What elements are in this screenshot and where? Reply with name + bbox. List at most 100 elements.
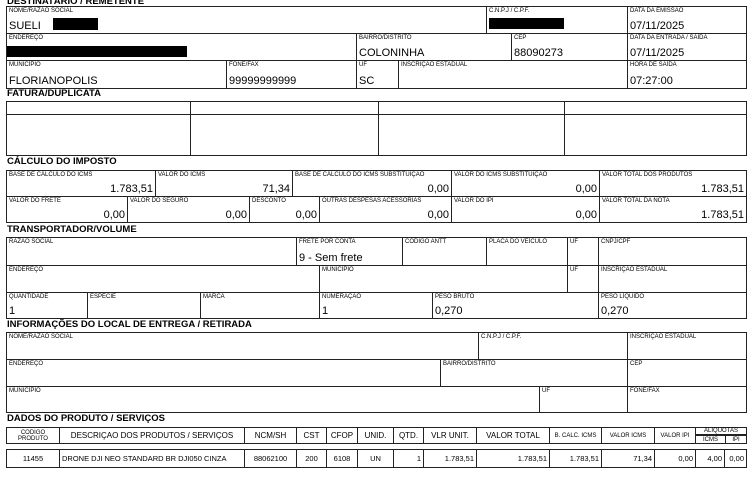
column-header: ICMS bbox=[695, 435, 726, 444]
dest-cep-field: CEP 88090273 bbox=[511, 33, 628, 61]
column-header: VALOR TOTAL bbox=[476, 427, 550, 444]
dest-entrada-label: DATA DA ENTRADA / SAÍDA bbox=[630, 35, 708, 41]
column-header: DESCRIÇAO DOS PRODUTOS / SERVIÇOS bbox=[59, 427, 245, 444]
column-header: IPI bbox=[725, 435, 747, 444]
transp-cnpj-label: CNPJ/CPF bbox=[601, 239, 631, 245]
product-cell: 0,00 bbox=[654, 449, 696, 468]
entrega-uf-field: UF bbox=[539, 386, 628, 413]
dest-bairro-label: BAIRRO/DISTRITO bbox=[359, 35, 412, 41]
fatura-cell bbox=[378, 101, 565, 115]
transp-ie-field: INSCRIÇÃO ESTADUAL bbox=[598, 265, 747, 293]
calc-desconto-label: DESCONTO bbox=[252, 198, 286, 204]
calc-v-nota-value: 1.783,51 bbox=[701, 209, 744, 221]
entrega-cep-label: CEP bbox=[630, 361, 643, 367]
entrega-endereco-field: ENDEREÇO bbox=[6, 359, 441, 387]
section-title-fatura: FATURA/DUPLICATA bbox=[7, 88, 101, 99]
transp-peso-bruto-field: PESO BRUTO 0,270 bbox=[432, 292, 599, 319]
dest-nome-value: SUELI bbox=[9, 20, 41, 32]
calc-ipi-label: VALOR DO IPI bbox=[454, 198, 494, 204]
fatura-cell bbox=[190, 101, 379, 115]
entrega-municipio-label: MUNICÍPIO bbox=[9, 388, 41, 394]
dest-endereco-label: ENDEREÇO bbox=[9, 35, 44, 41]
calc-outras-value: 0,00 bbox=[427, 209, 449, 221]
dest-cnpj-label: C.N.P.J / C.P.F. bbox=[489, 8, 530, 14]
product-cell: 4,00 bbox=[695, 449, 725, 468]
calc-v-prod-value: 1.783,51 bbox=[701, 183, 744, 195]
column-header: CODIGO PRODUTO bbox=[6, 427, 60, 444]
transp-uf2-field: UF bbox=[567, 265, 599, 293]
transp-marca-label: MARCA bbox=[203, 294, 225, 300]
transp-qtd-value: 1 bbox=[9, 305, 16, 317]
dest-uf-value: SC bbox=[359, 75, 375, 87]
entrega-nome-field: NOME/RAZÃO SOCIAL bbox=[6, 332, 479, 360]
product-cell: 1.783,51 bbox=[423, 449, 477, 468]
redaction-bar bbox=[53, 18, 98, 30]
transp-peso-bruto-value: 0,270 bbox=[435, 305, 463, 317]
column-header: QTD. bbox=[393, 427, 424, 444]
calc-v-icms-field: VALOR DO ICMS 71,34 bbox=[155, 170, 293, 197]
dest-hora-label: HORA DE SAÍDA bbox=[630, 62, 677, 68]
product-cell: 1.783,51 bbox=[549, 449, 602, 468]
section-title-produtos: DADOS DO PRODUTO / SERVIÇOS bbox=[7, 413, 166, 424]
column-header: UNID. bbox=[357, 427, 394, 444]
calc-ipi-value: 0,00 bbox=[575, 209, 597, 221]
calc-v-st-label: VALOR DO ICMS SUBSTITUIÇÃO bbox=[454, 172, 548, 178]
dest-uf-field: UF SC bbox=[356, 60, 399, 89]
fatura-cell bbox=[378, 114, 565, 156]
calc-frete-label: VALOR DO FRETE bbox=[9, 198, 61, 204]
transp-municipio-field: MUNICÍPIO bbox=[319, 265, 568, 293]
section-title-entrega: INFORMAÇÕES DO LOCAL DE ENTREGA / RETIRA… bbox=[7, 319, 252, 330]
product-cell: 0,00 bbox=[724, 449, 747, 468]
transp-peso-liq-value: 0,270 bbox=[601, 305, 629, 317]
transp-endereco-label: ENDEREÇO bbox=[9, 267, 44, 273]
dest-uf-label: UF bbox=[359, 62, 367, 68]
dest-fone-value: 99999999999 bbox=[229, 75, 297, 87]
dest-bairro-field: BAIRRO/DISTRITO COLONINHA bbox=[356, 33, 512, 61]
calc-frete-field: VALOR DO FRETE 0,00 bbox=[6, 196, 128, 223]
product-cell: 1.783,51 bbox=[476, 449, 550, 468]
calc-v-st-field: VALOR DO ICMS SUBSTITUIÇÃO 0,00 bbox=[451, 170, 600, 197]
calc-outras-field: OUTRAS DESPESAS ACESSÓRIAS 0,00 bbox=[319, 196, 452, 223]
entrega-cnpj-field: C.N.P.J / C.P.F. bbox=[478, 332, 628, 360]
calc-bc-icms-field: BASE DE CÁLCULO DO ICMS 1.783,51 bbox=[6, 170, 156, 197]
calc-bc-icms-label: BASE DE CÁLCULO DO ICMS bbox=[9, 172, 93, 178]
transp-frete-value: 9 - Sem frete bbox=[299, 252, 363, 264]
calc-v-nota-field: VALOR TOTAL DA NOTA 1.783,51 bbox=[599, 196, 747, 223]
calc-bc-icms-value: 1.783,51 bbox=[110, 183, 153, 195]
dest-municipio-label: MUNICÍPIO bbox=[9, 62, 41, 68]
calc-desconto-field: DESCONTO 0,00 bbox=[249, 196, 320, 223]
calc-v-icms-label: VALOR DO ICMS bbox=[158, 172, 206, 178]
entrega-cep-field: CEP bbox=[627, 359, 747, 387]
dest-entrada-field: DATA DA ENTRADA / SAÍDA 07/11/2025 bbox=[627, 33, 747, 61]
calc-v-prod-field: VALOR TOTAL DOS PRODUTOS 1.783,51 bbox=[599, 170, 747, 197]
calc-bc-st-label: BASE DE CÁLCULO DO ICMS SUBSTITUIÇÃO bbox=[295, 172, 425, 178]
transp-numeracao-label: NUMERAÇÃO bbox=[322, 294, 362, 300]
column-header: VALOR ICMS bbox=[601, 427, 655, 444]
fatura-cell bbox=[6, 101, 191, 115]
transp-cnpj-field: CNPJ/CPF bbox=[598, 237, 747, 266]
transp-qtd-field: QUANTIDADE 1 bbox=[6, 292, 88, 319]
calc-v-icms-value: 71,34 bbox=[262, 183, 290, 195]
transp-placa-field: PLACA DO VEÍCULO bbox=[486, 237, 568, 266]
redaction-bar bbox=[7, 46, 187, 57]
entrega-nome-label: NOME/RAZÃO SOCIAL bbox=[9, 334, 74, 340]
calc-seguro-label: VALOR DO SEGURO bbox=[130, 198, 189, 204]
transp-numeracao-field: NUMERAÇÃO 1 bbox=[319, 292, 433, 319]
product-cell: 11455 bbox=[6, 449, 60, 468]
calc-frete-value: 0,00 bbox=[103, 209, 125, 221]
dest-bairro-value: COLONINHA bbox=[359, 47, 425, 59]
transp-uf1-field: UF bbox=[567, 237, 599, 266]
fatura-cell bbox=[6, 114, 191, 156]
dest-fone-label: FONE/FAX bbox=[229, 62, 259, 68]
entrega-bairro-field: BAIRRO/DISTRITO bbox=[440, 359, 628, 387]
column-header: VLR UNIT. bbox=[423, 427, 477, 444]
transp-razao-label: RAZÃO SOCIAL bbox=[9, 239, 54, 245]
product-cell: UN bbox=[357, 449, 394, 468]
fatura-cell bbox=[564, 101, 747, 115]
entrega-cnpj-label: C.N.P.J / C.P.F. bbox=[481, 334, 522, 340]
calc-v-st-value: 0,00 bbox=[575, 183, 597, 195]
column-header: CFOP bbox=[326, 427, 358, 444]
product-cell: 6108 bbox=[326, 449, 358, 468]
calc-bc-st-value: 0,00 bbox=[427, 183, 449, 195]
dest-emissao-label: DATA DA EMISSÃO bbox=[630, 8, 684, 14]
